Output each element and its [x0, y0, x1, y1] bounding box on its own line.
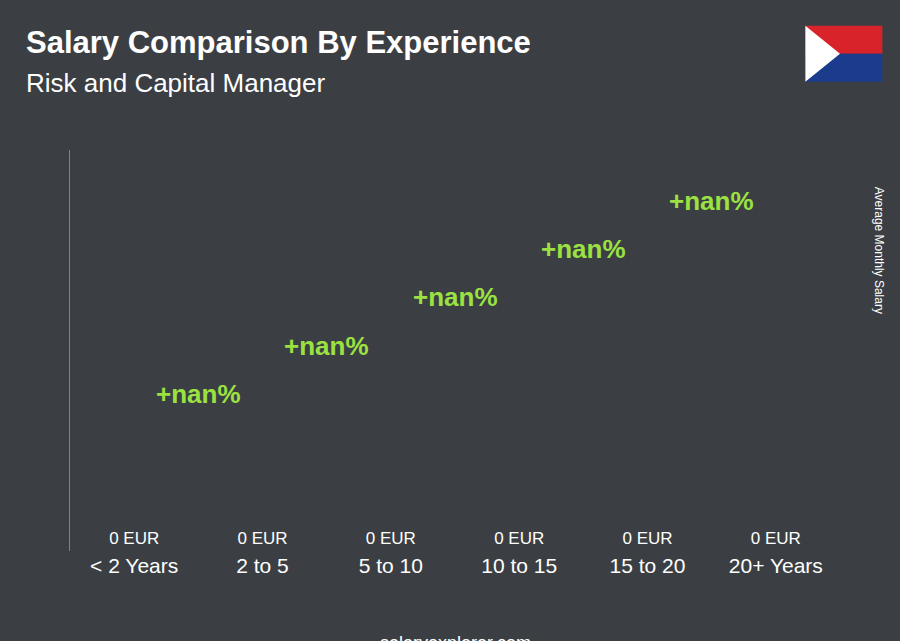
svg-text:15 to 20: 15 to 20 [610, 554, 686, 577]
svg-text:+nan%: +nan% [541, 234, 626, 264]
svg-text:Average Monthly Salary: Average Monthly Salary [872, 187, 886, 314]
svg-text:2 to 5: 2 to 5 [236, 554, 289, 577]
svg-text:Risk and Capital Manager: Risk and Capital Manager [26, 68, 325, 98]
svg-text:0 EUR: 0 EUR [109, 529, 159, 548]
svg-text:0 EUR: 0 EUR [366, 529, 416, 548]
svg-text:0 EUR: 0 EUR [494, 529, 544, 548]
svg-text:0 EUR: 0 EUR [622, 529, 672, 548]
svg-text:salaryexplorer.com: salaryexplorer.com [380, 633, 531, 641]
svg-text:+nan%: +nan% [669, 186, 754, 216]
svg-text:20+ Years: 20+ Years [729, 554, 823, 577]
svg-text:5 to 10: 5 to 10 [359, 554, 423, 577]
svg-text:+nan%: +nan% [413, 282, 498, 312]
svg-text:0 EUR: 0 EUR [751, 529, 801, 548]
svg-text:0 EUR: 0 EUR [237, 529, 287, 548]
svg-text:+nan%: +nan% [156, 379, 241, 409]
svg-text:+nan%: +nan% [284, 331, 369, 361]
svg-text:Salary Comparison By Experienc: Salary Comparison By Experience [26, 25, 531, 60]
svg-text:< 2 Years: < 2 Years [90, 554, 178, 577]
svg-text:10 to 15: 10 to 15 [481, 554, 557, 577]
